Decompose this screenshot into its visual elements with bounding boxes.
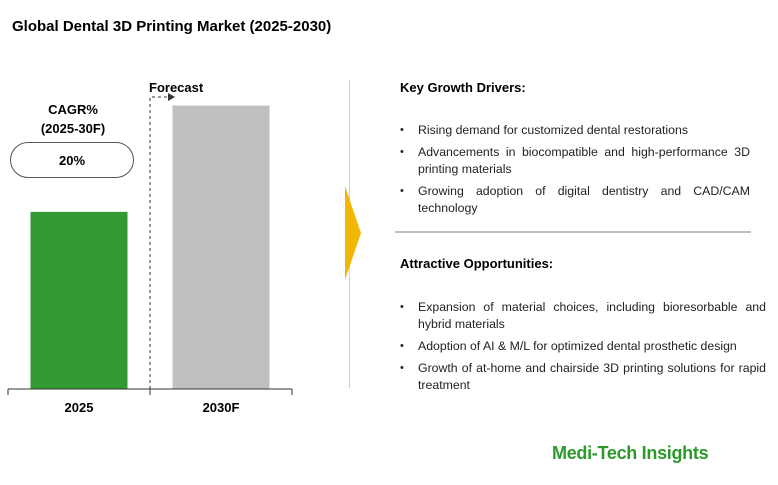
x-tick-label: 2030F [203,400,240,415]
forecast-arrowhead-icon [168,93,175,101]
x-tick-label: 2025 [65,400,94,415]
cagr-label-line2: (2025-30F) [40,121,106,136]
section-separator [395,231,751,233]
bar-2025 [30,211,128,389]
list-item: Expansion of material choices, including… [400,299,766,333]
cagr-label-line1: CAGR% [48,102,98,117]
brand-logo: Medi-Tech Insights [552,443,709,463]
opportunities-title: Attractive Opportunities: [400,256,554,271]
list-item: Adoption of AI & M/L for optimized denta… [400,338,766,355]
opportunities-list: Expansion of material choices, including… [400,299,766,399]
bar-2030F [172,105,270,390]
bar-chart: 2025 2030F [7,93,293,415]
forecast-label: Forecast [149,80,204,95]
drivers-title: Key Growth Drivers: [400,80,526,95]
list-item: Advancements in biocompatible and high-p… [400,144,750,178]
list-item: Growth of at-home and chairside 3D print… [400,360,766,394]
drivers-list: Rising demand for customized dental rest… [400,122,750,222]
cagr-label: CAGR% (2025-30F) [30,100,116,138]
list-item: Rising demand for customized dental rest… [400,122,750,139]
list-item: Growing adoption of digital dentistry an… [400,183,750,217]
arrow-right-icon [345,186,361,280]
forecast-bracket [149,96,170,389]
page-title: Global Dental 3D Printing Market (2025-2… [12,18,332,35]
cagr-value-badge: 20% [10,142,134,178]
